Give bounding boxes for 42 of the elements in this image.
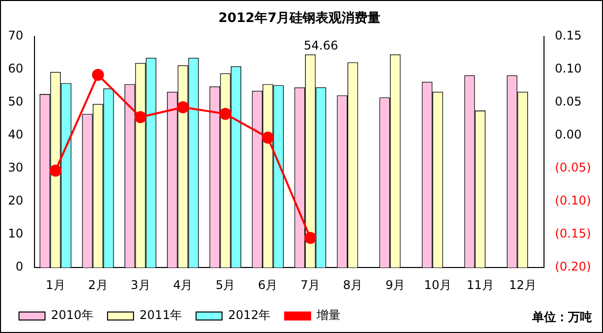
y-tick-label: 10 <box>8 226 24 241</box>
y2-tick-label: (0.15) <box>554 226 592 241</box>
x-tick-label: 5月 <box>216 278 236 292</box>
x-tick-label: 10月 <box>424 278 452 292</box>
x-tick-label: 11月 <box>466 278 494 292</box>
point <box>262 132 274 144</box>
x-tick-label: 7月 <box>300 278 320 292</box>
y2-tick-label: 0.00 <box>554 128 582 142</box>
y-tick-label: 70 <box>8 28 24 43</box>
legend-label: 增量 <box>316 308 341 322</box>
x-tick-label: 3月 <box>130 278 150 292</box>
x-tick-label: 12月 <box>509 278 536 292</box>
point <box>92 68 104 81</box>
y-tick-label: 60 <box>8 62 24 76</box>
y-tick-label: 30 <box>8 160 24 175</box>
x-tick-label: 2月 <box>88 278 108 292</box>
y-tick-label: 0 <box>16 260 24 274</box>
data-label: 54.66 <box>304 38 338 53</box>
x-tick-label: 1月 <box>46 278 66 292</box>
x-tick-label: 8月 <box>342 278 363 292</box>
y-tick-label: 50 <box>8 94 24 109</box>
y2-tick-label: 0.05 <box>554 94 582 109</box>
y2-tick-label: 0.10 <box>554 62 582 76</box>
x-tick-label: 6月 <box>258 278 278 292</box>
legend-label: 2010年 <box>51 308 94 322</box>
x-tick-label: 9月 <box>385 278 406 292</box>
y-tick-label: 20 <box>8 194 24 208</box>
legend-label: 2011年 <box>140 308 182 322</box>
text: 单位：万吨 <box>531 310 592 324</box>
y2-tick-label: (0.10) <box>554 194 592 208</box>
chart-title: 2012年7月硅钢表观消费量 <box>218 11 381 26</box>
point <box>134 111 146 124</box>
y2-tick-label: (0.05) <box>554 160 592 175</box>
y2-tick-label: 0.15 <box>554 28 582 43</box>
point <box>50 164 62 177</box>
point <box>304 232 316 244</box>
legend-label: 2012年 <box>228 308 271 322</box>
y-tick-label: 40 <box>8 128 24 142</box>
point <box>219 108 232 120</box>
y2-tick-label: (0.20) <box>554 260 592 274</box>
x-tick-label: 4月 <box>173 278 193 292</box>
point <box>176 101 189 114</box>
